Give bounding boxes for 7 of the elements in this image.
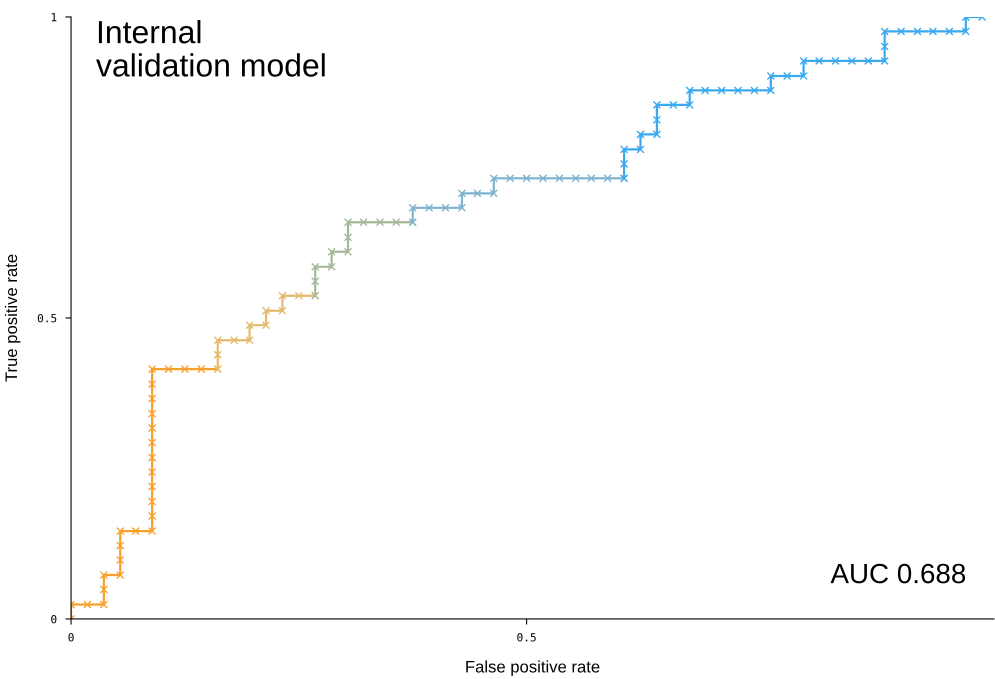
- y-tick-label: 1: [52, 13, 56, 22]
- y-axis-title: True positive rate: [4, 254, 20, 382]
- y-tick-label: 0: [51, 614, 56, 624]
- chart-title: Internal validation model: [96, 20, 325, 77]
- y-tick-label: 0.5: [38, 314, 56, 322]
- x-axis-title: False positive rate: [466, 660, 600, 676]
- annotation: AUC 0.688: [830, 564, 966, 584]
